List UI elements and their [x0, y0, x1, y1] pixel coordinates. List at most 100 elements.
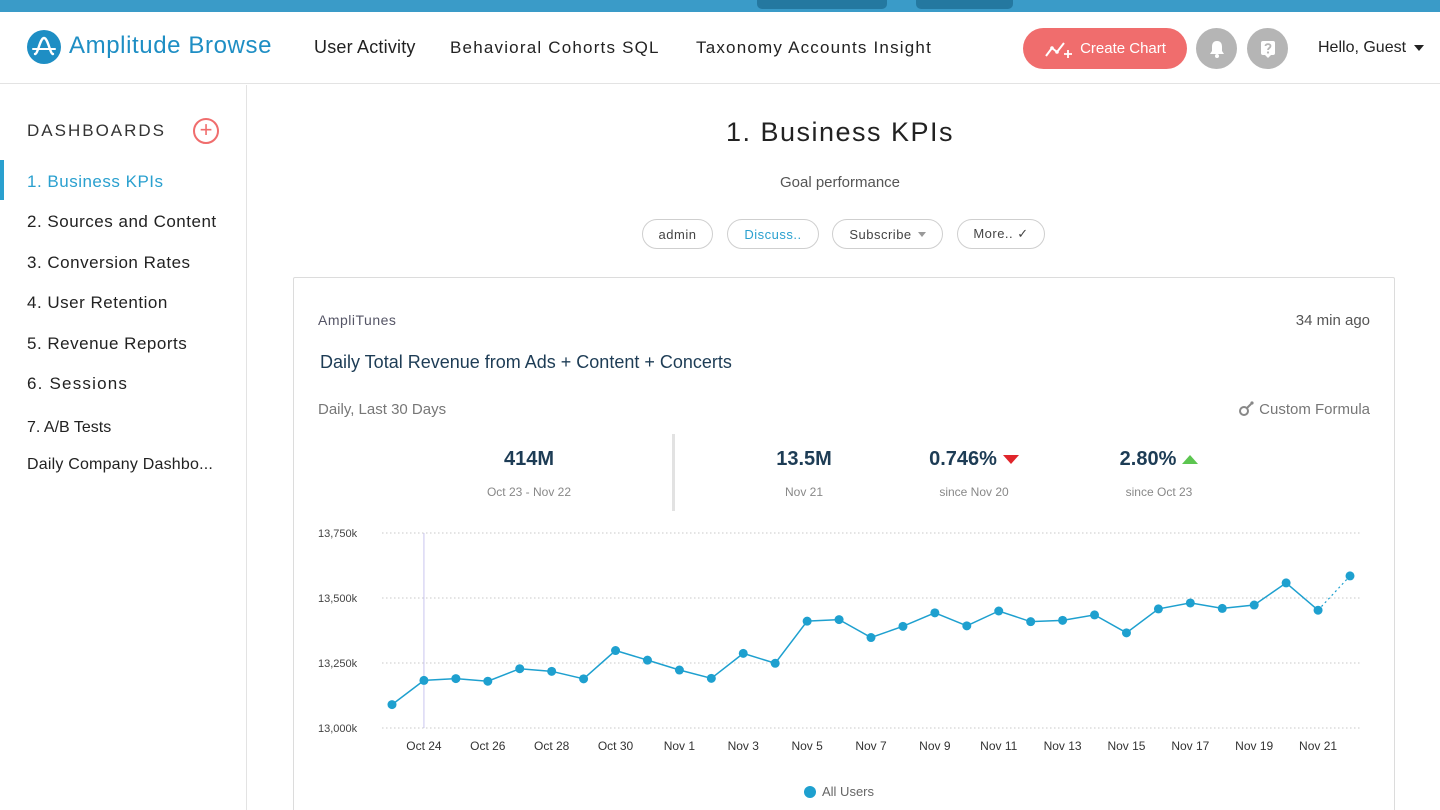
dashboards-sidebar: DASHBOARDS + 1. Business KPIs 2. Sources…	[0, 85, 247, 810]
x-tick-label: Nov 7	[855, 739, 887, 753]
x-tick-label: Nov 11	[980, 739, 1017, 753]
metric-latest: 13.5M Nov 21	[714, 448, 894, 499]
banner-button[interactable]	[757, 0, 887, 9]
sidebar-item-revenue-reports[interactable]: 5. Revenue Reports	[27, 334, 188, 353]
sidebar-item-ab-tests[interactable]: 7. A/B Tests	[27, 419, 112, 436]
metric-value: 414M	[503, 448, 555, 470]
chart-date-range: Daily, Last 30 Days	[318, 401, 447, 418]
chart-card: AmpliTunes 34 min ago Daily Total Revenu…	[293, 277, 1395, 810]
nav-user-activity[interactable]: User Activity	[314, 37, 416, 57]
data-point	[1217, 603, 1227, 613]
data-point	[1281, 578, 1291, 588]
x-tick-label: Oct 28	[534, 739, 570, 753]
discuss-button[interactable]: Discuss..	[727, 219, 819, 249]
data-point	[1153, 604, 1163, 614]
y-tick-label: 13,000k	[318, 723, 358, 735]
data-point	[1090, 610, 1100, 620]
metric-divider	[672, 434, 675, 511]
data-point	[451, 674, 461, 684]
x-tick-label: Nov 5	[791, 739, 823, 753]
trend-down-icon	[1002, 455, 1019, 464]
data-point	[579, 674, 589, 684]
metric-label: Nov 21	[784, 485, 824, 499]
data-point	[1121, 628, 1131, 638]
subscribe-button[interactable]: Subscribe	[832, 219, 943, 249]
y-tick-label: 13,250k	[318, 658, 358, 670]
chart-plus-icon	[1045, 41, 1073, 58]
metric-value: 13.5M	[776, 448, 832, 470]
x-tick-label: Oct 30	[598, 739, 634, 753]
data-point	[1345, 571, 1355, 581]
data-point	[1249, 600, 1259, 610]
chart-legend[interactable]: All Users	[804, 784, 874, 799]
x-tick-label: Nov 19	[1235, 739, 1273, 753]
x-tick-label: Nov 9	[919, 739, 951, 753]
help-icon	[1260, 40, 1275, 58]
series-line	[391, 581, 1319, 706]
nav-taxonomy-accounts-insight[interactable]: Taxonomy Accounts Insight	[696, 38, 933, 57]
metric-value: 0.746%	[929, 448, 997, 470]
series-line-incomplete	[1317, 575, 1351, 611]
notifications-button[interactable]	[1196, 28, 1237, 69]
data-point	[642, 655, 652, 665]
data-point	[611, 646, 621, 656]
user-menu[interactable]: Hello, Guest	[1318, 39, 1425, 57]
admin-button[interactable]: admin	[642, 219, 713, 249]
data-point	[898, 621, 908, 631]
data-point	[866, 633, 876, 643]
revenue-line-chart[interactable]: 13,000k 13,250k 13,500k 13,750k Oct 24 Oct 26…	[294, 518, 1394, 808]
data-point	[930, 608, 940, 618]
data-point	[802, 616, 812, 626]
create-chart-label: Create Chart	[1080, 40, 1166, 57]
banner-button[interactable]	[916, 0, 1013, 9]
trend-up-icon	[1182, 455, 1199, 464]
admin-label: admin	[658, 226, 697, 242]
y-tick-label: 13,750k	[318, 528, 358, 540]
bell-icon	[1209, 40, 1224, 58]
project-name[interactable]: AmpliTunes	[318, 312, 397, 328]
page-title: 1. Business KPIs	[725, 117, 955, 147]
add-dashboard-button[interactable]: +	[193, 118, 219, 144]
sidebar-item-sources-and-content[interactable]: 2. Sources and Content	[27, 212, 217, 231]
data-point	[738, 648, 748, 658]
x-tick-label: Nov 17	[1171, 739, 1209, 753]
sidebar-item-business-kpis[interactable]: 1. Business KPIs	[27, 172, 164, 191]
x-tick-label: Oct 26	[470, 739, 506, 753]
data-point	[674, 665, 684, 675]
more-button[interactable]: More.. ✓	[957, 219, 1045, 249]
data-point	[834, 615, 844, 625]
data-point	[387, 700, 397, 710]
user-greeting: Hello, Guest	[1318, 39, 1407, 56]
data-point	[1313, 605, 1323, 615]
legend-marker	[804, 785, 816, 798]
metric-daily-change: 0.746% since Nov 20	[884, 448, 1064, 499]
caret-down-icon	[1414, 45, 1425, 51]
page-subtitle: Goal performance	[779, 174, 901, 191]
formula-icon	[1239, 401, 1254, 416]
data-point	[547, 666, 557, 676]
x-tick-label: Nov 21	[1299, 739, 1337, 753]
metric-total: 414M Oct 23 - Nov 22	[439, 448, 619, 499]
data-point	[1058, 615, 1068, 625]
data-point	[515, 664, 525, 674]
amplitude-logo-icon[interactable]	[27, 30, 61, 64]
nav-behavioral-cohorts-sql[interactable]: Behavioral Cohorts SQL	[450, 38, 660, 57]
brand-name[interactable]: Amplitude Browse	[69, 32, 273, 59]
metric-label: since Nov 20	[939, 485, 1009, 499]
sidebar-item-daily-company-dashboard[interactable]: Daily Company Dashbo...	[27, 456, 214, 473]
help-button[interactable]	[1247, 28, 1288, 69]
chevron-down-icon	[917, 231, 926, 237]
data-point	[706, 673, 716, 683]
sidebar-item-conversion-rates[interactable]: 3. Conversion Rates	[27, 253, 191, 272]
create-chart-button[interactable]: Create Chart	[1023, 28, 1187, 69]
custom-formula-link[interactable]: Custom Formula	[1237, 400, 1370, 418]
subscribe-label: Subscribe	[849, 226, 912, 242]
app-header: Amplitude Browse User Activity Behaviora…	[0, 12, 1440, 84]
sidebar-item-user-retention[interactable]: 4. User Retention	[27, 293, 168, 312]
chart-title[interactable]: Daily Total Revenue from Ads + Content +…	[320, 352, 732, 372]
dashboards-heading: DASHBOARDS	[27, 121, 167, 140]
legend-label: All Users	[822, 784, 875, 799]
y-tick-label: 13,500k	[318, 593, 358, 605]
sidebar-item-sessions[interactable]: 6. Sessions	[27, 374, 129, 393]
data-point	[1026, 617, 1036, 627]
